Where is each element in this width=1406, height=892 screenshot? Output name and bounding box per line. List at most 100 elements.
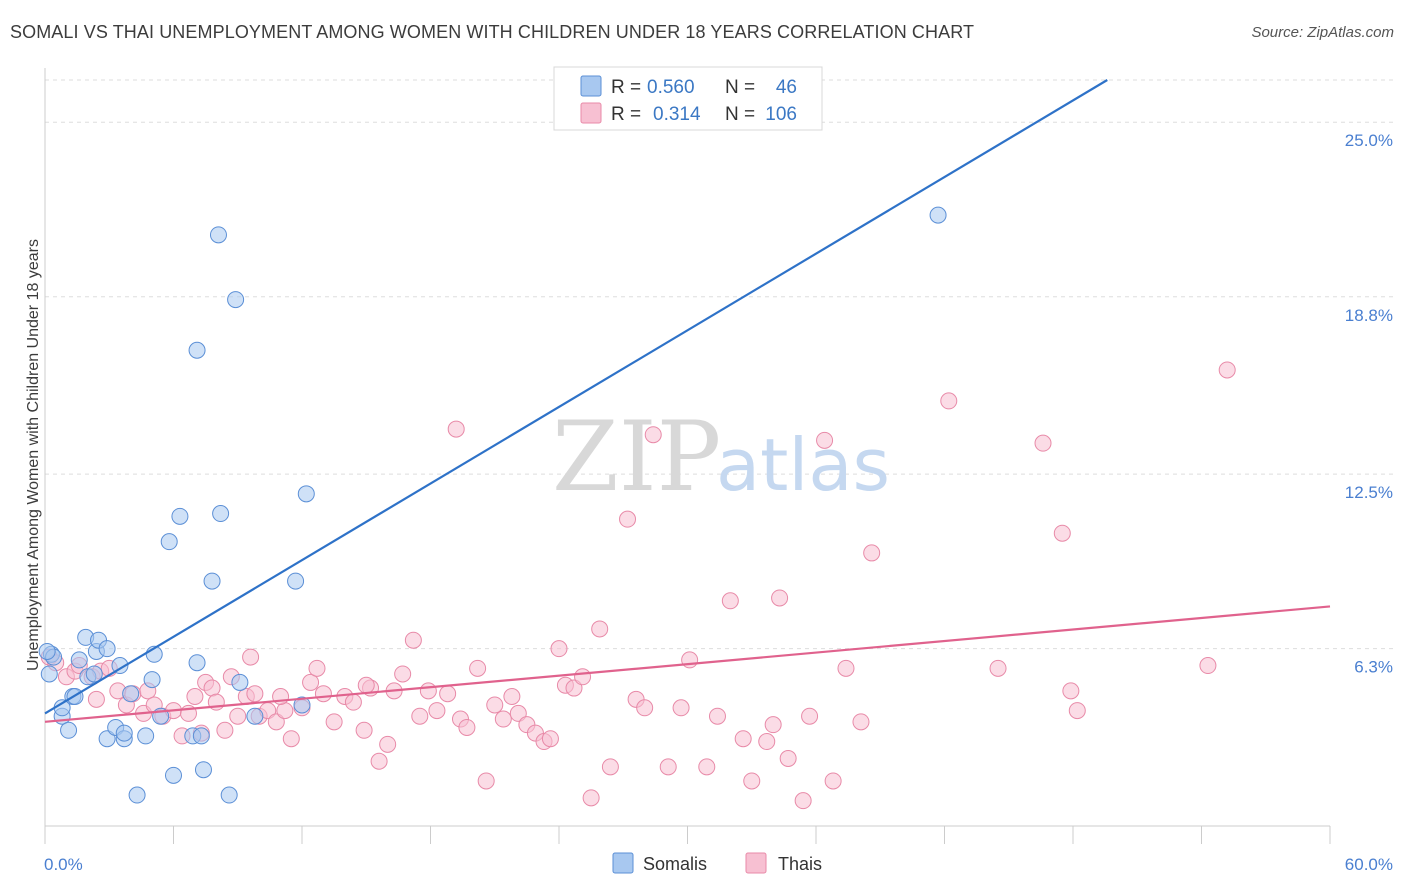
somali-point [209, 226, 227, 244]
thai-point [636, 699, 654, 717]
thai-point [801, 707, 819, 725]
y-axis-label: Unemployment Among Women with Children U… [25, 239, 42, 671]
thai-n-label: N = [725, 104, 755, 125]
somali-point [38, 642, 56, 660]
y-tick-label: 12.5% [1345, 483, 1393, 502]
thai-point [619, 510, 637, 528]
somali-point [40, 665, 58, 683]
somali-point [297, 485, 315, 503]
thai-point [477, 772, 495, 790]
thai-point [370, 752, 388, 770]
thai-point [355, 721, 373, 739]
y-tick-label: 18.8% [1345, 306, 1393, 325]
somali-point [143, 671, 161, 689]
somali-point [188, 341, 206, 359]
chart-title: SOMALI VS THAI UNEMPLOYMENT AMONG WOMEN … [10, 22, 975, 42]
thai-point [282, 730, 300, 748]
thai-point [582, 789, 600, 807]
thai-point [276, 702, 294, 720]
somali-point [203, 572, 221, 590]
somali-point [287, 572, 305, 590]
somali-point [98, 640, 116, 658]
somali-point [128, 786, 146, 804]
y-tick-labels: 6.3% 12.5% 18.8% 25.0% [1345, 131, 1393, 676]
thai-point [550, 640, 568, 658]
y-tick-label: 6.3% [1354, 658, 1393, 677]
somali-legend-swatch [580, 75, 602, 97]
thai-point [794, 792, 812, 810]
somali-point [111, 657, 129, 675]
thai-point [447, 420, 465, 438]
thai-point [779, 749, 797, 767]
somali-point [227, 291, 245, 309]
thai-point [494, 710, 512, 728]
thai-point [852, 713, 870, 731]
thai-trend-line [44, 605, 1331, 723]
thai-point [411, 707, 429, 725]
somalis-legend-swatch [612, 852, 634, 874]
thai-point [486, 696, 504, 714]
somali-point [293, 696, 311, 714]
thai-point [325, 713, 343, 731]
somali-trend-line [44, 79, 1108, 715]
thai-point [591, 620, 609, 638]
somali-point [192, 727, 210, 745]
y-tick-label: 25.0% [1345, 131, 1393, 150]
thai-point [458, 718, 476, 736]
somali-point [929, 206, 947, 224]
thai-r-label: R = [611, 104, 641, 125]
thai-point [394, 665, 412, 683]
thai-point [659, 758, 677, 776]
grid-lines [45, 79, 1395, 650]
watermark-zip: ZIP [552, 401, 721, 513]
thai-point [771, 589, 789, 607]
thai-point [344, 693, 362, 711]
thai-point [743, 772, 761, 790]
thai-r-value: 0.314 [653, 104, 701, 125]
thai-point [469, 659, 487, 677]
somali-n-label: N = [725, 77, 755, 98]
thai-point [989, 659, 1007, 677]
source-label: Source: ZipAtlas.com [1251, 24, 1394, 41]
thai-point [644, 426, 662, 444]
somali-point [115, 724, 133, 742]
somali-r-value: 0.560 [647, 77, 695, 98]
trend-lines [44, 79, 1331, 723]
thai-point [419, 682, 437, 700]
thai-point [698, 758, 716, 776]
thai-point [837, 659, 855, 677]
thai-point [242, 648, 260, 666]
thai-point [203, 679, 221, 697]
somali-n-value: 46 [776, 77, 797, 98]
somali-point [220, 786, 238, 804]
thai-point [302, 673, 320, 691]
thai-point [404, 631, 422, 649]
thai-point [565, 679, 583, 697]
thai-point [940, 392, 958, 410]
somali-point [70, 651, 88, 669]
thai-point [574, 668, 592, 686]
thai-point [764, 716, 782, 734]
somali-point [171, 507, 189, 525]
somali-point [137, 727, 155, 745]
somali-points [38, 206, 947, 804]
thai-point [1199, 657, 1217, 675]
thai-point [1062, 682, 1080, 700]
thai-point [1068, 702, 1086, 720]
thai-point [708, 707, 726, 725]
thai-point [229, 707, 247, 725]
thai-n-value: 106 [765, 104, 797, 125]
thai-point [601, 758, 619, 776]
thais-legend-swatch [745, 852, 767, 874]
x-tick-max: 60.0% [1345, 855, 1393, 874]
thai-point [308, 659, 326, 677]
somali-point [60, 721, 78, 739]
thai-point [87, 690, 105, 708]
somali-point [85, 665, 103, 683]
thai-point [816, 431, 834, 449]
thai-point [314, 685, 332, 703]
thai-point [721, 592, 739, 610]
stats-legend: R = 0.560 N = 46 R = 0.314 N = 106 [553, 66, 823, 131]
thai-point [503, 688, 521, 706]
